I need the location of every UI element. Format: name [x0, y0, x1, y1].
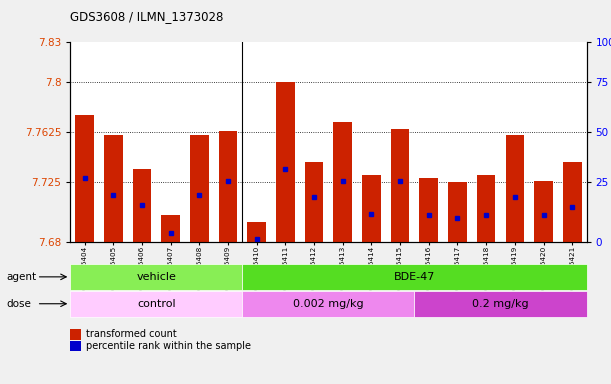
Bar: [161, 215, 180, 242]
Bar: [104, 136, 123, 242]
Bar: [190, 136, 209, 242]
Text: transformed count: transformed count: [86, 329, 177, 339]
Bar: [334, 122, 352, 242]
Bar: [563, 162, 582, 242]
Text: control: control: [137, 299, 175, 309]
Bar: [219, 131, 237, 242]
Bar: [75, 116, 94, 242]
Bar: [362, 175, 381, 242]
Bar: [534, 181, 553, 242]
Text: percentile rank within the sample: percentile rank within the sample: [86, 341, 251, 351]
Bar: [391, 129, 409, 242]
Bar: [477, 175, 496, 242]
Text: GDS3608 / ILMN_1373028: GDS3608 / ILMN_1373028: [70, 10, 224, 23]
Text: agent: agent: [6, 272, 36, 282]
Text: BDE-47: BDE-47: [393, 272, 435, 282]
Bar: [305, 162, 323, 242]
Bar: [420, 178, 438, 242]
Bar: [505, 136, 524, 242]
Text: 0.002 mg/kg: 0.002 mg/kg: [293, 299, 364, 309]
Text: 0.2 mg/kg: 0.2 mg/kg: [472, 299, 529, 309]
Text: vehicle: vehicle: [136, 272, 176, 282]
Text: dose: dose: [6, 299, 31, 309]
Bar: [247, 222, 266, 242]
Bar: [276, 82, 295, 242]
Bar: [448, 182, 467, 242]
Bar: [133, 169, 152, 242]
